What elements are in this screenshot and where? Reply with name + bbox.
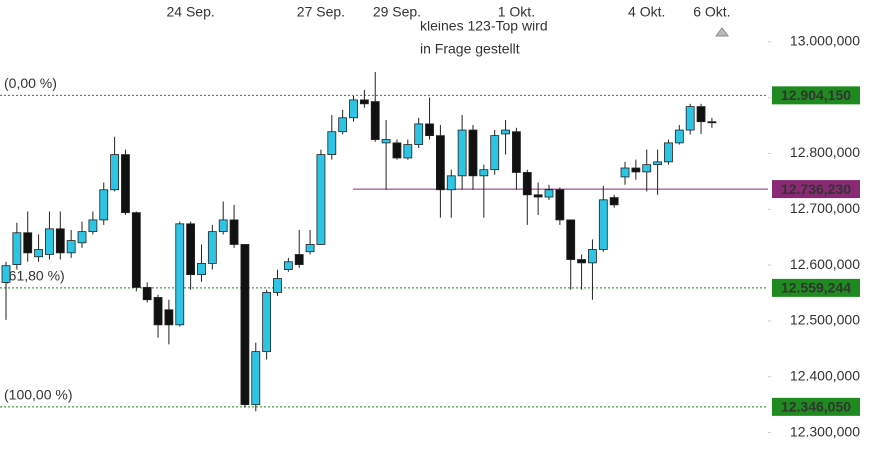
- candle-body: [251, 351, 261, 406]
- x-tick-label: 4 Okt.: [628, 4, 665, 20]
- level-name: (100,00 %): [4, 387, 72, 403]
- candle-body: [66, 240, 76, 254]
- candle-body: [696, 106, 706, 123]
- candle-body: [403, 144, 413, 159]
- candle-body: [642, 164, 652, 173]
- candle-body: [631, 167, 641, 173]
- candle-body: [121, 154, 130, 214]
- candle-body: [12, 232, 22, 265]
- x-tick-label: 27 Sep.: [297, 4, 345, 20]
- candle-body: [142, 287, 152, 301]
- candle-body: [707, 121, 717, 124]
- annotation: kleines 123-Top wird: [420, 18, 548, 34]
- candle-body: [55, 228, 65, 254]
- candle-body: [273, 278, 282, 293]
- candle-body: [207, 231, 217, 264]
- candle-body: [446, 175, 456, 191]
- annotation: in Frage gestellt: [420, 41, 520, 57]
- candle-body: [197, 263, 206, 276]
- candle-body: [620, 167, 630, 178]
- candle-body: [598, 199, 608, 250]
- y-tick-label: 12.500,000: [790, 312, 860, 328]
- candle-body: [229, 219, 239, 245]
- level-tag: [772, 86, 860, 105]
- candle-body: [1, 265, 11, 283]
- candle-body: [425, 123, 434, 137]
- y-tick-label: 13.000,000: [790, 33, 860, 49]
- candle-body: [512, 131, 521, 173]
- x-tick-label: 29 Sep.: [373, 4, 421, 20]
- candle-body: [23, 232, 33, 254]
- level-label: 12.559,244: [781, 280, 851, 296]
- candle-body: [218, 219, 228, 233]
- candle-body: [674, 129, 684, 144]
- candle-body: [110, 154, 119, 191]
- candle-body: [588, 249, 597, 264]
- level-name: (61,80 %): [4, 268, 65, 284]
- candle-body: [99, 189, 109, 221]
- y-tick-label: 12.300,000: [790, 423, 860, 439]
- scroll-marker: [715, 27, 729, 37]
- candle-body: [566, 219, 576, 260]
- candle-body: [490, 135, 500, 171]
- y-tick-label: 12.800,000: [790, 144, 860, 160]
- candle-body: [381, 139, 391, 144]
- candle-body: [501, 129, 510, 135]
- y-tick-label: 12.700,000: [790, 200, 860, 216]
- candle-body: [609, 197, 619, 206]
- candle-body: [533, 194, 543, 198]
- candle-body: [392, 142, 402, 159]
- axis-panel: [768, 0, 872, 456]
- candle-body: [316, 154, 326, 245]
- candle-body: [468, 129, 478, 177]
- candle-body: [435, 135, 445, 191]
- candle-body: [305, 244, 315, 253]
- candle-body: [577, 259, 586, 264]
- candle-body: [359, 99, 369, 105]
- candle-body: [414, 123, 424, 145]
- level-name: (0,00 %): [4, 75, 57, 91]
- candle-body: [77, 231, 87, 244]
- candle-body: [34, 249, 43, 258]
- candle-body: [240, 244, 250, 406]
- x-tick-label: 24 Sep.: [166, 4, 214, 20]
- y-tick-label: 12.600,000: [790, 256, 860, 272]
- candle-body: [370, 101, 380, 140]
- level-tag: [772, 397, 860, 416]
- y-tick-label: 12.400,000: [790, 367, 860, 383]
- candle-body: [164, 309, 174, 326]
- level-tag: [772, 180, 860, 199]
- candle-body: [153, 297, 163, 326]
- x-tick-label: 6 Okt.: [693, 4, 730, 20]
- candle-body: [664, 142, 673, 163]
- candle-body: [479, 169, 489, 177]
- candle-body: [294, 254, 304, 265]
- date-strip: [0, 0, 768, 21]
- candle-body: [555, 189, 565, 221]
- candle-body: [88, 219, 98, 233]
- candle-body: [131, 212, 141, 288]
- level-tag: [772, 278, 860, 297]
- candle-body: [45, 228, 54, 255]
- candle-body: [327, 131, 337, 156]
- candle-body: [544, 189, 554, 198]
- candle-body: [186, 223, 196, 276]
- candle-body: [522, 172, 532, 196]
- candle-body: [262, 292, 272, 353]
- candle-body: [653, 161, 662, 166]
- level-label: 12.736,230: [781, 181, 851, 197]
- candle-body: [283, 261, 293, 270]
- x-tick-label: 1 Okt.: [498, 4, 535, 20]
- candle-body: [175, 223, 185, 326]
- candle-body: [685, 106, 695, 131]
- candle-body: [338, 117, 348, 133]
- candle-body: [349, 99, 358, 119]
- level-label: 12.346,050: [781, 399, 851, 415]
- candle-body: [457, 129, 467, 177]
- level-label: 12.904,150: [781, 87, 851, 103]
